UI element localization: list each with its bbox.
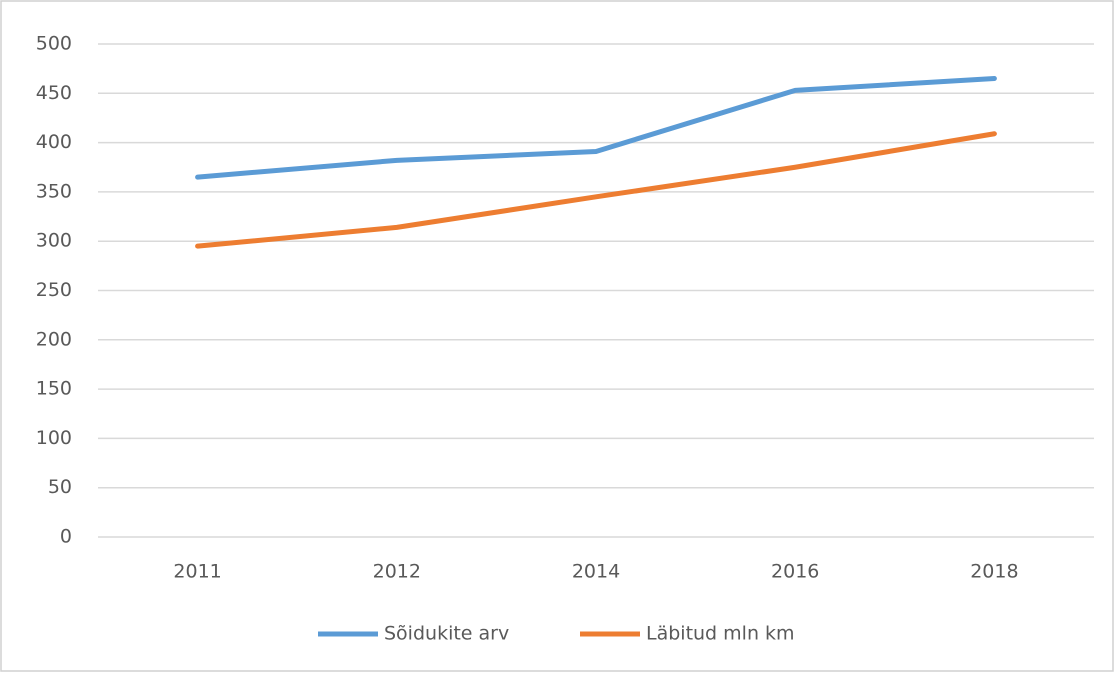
y-tick-label: 200 — [36, 328, 72, 350]
y-tick-label: 0 — [60, 526, 72, 548]
line-series — [195, 76, 997, 180]
y-tick-label: 50 — [48, 476, 72, 498]
y-tick-label: 350 — [36, 180, 72, 202]
x-tick-label: 2012 — [373, 561, 421, 583]
y-tick-label: 300 — [36, 230, 72, 252]
legend-label: Läbitud mln km — [646, 623, 795, 645]
x-tick-label: 2014 — [572, 561, 620, 583]
x-tick-label: 2011 — [173, 561, 221, 583]
y-tick-label: 250 — [36, 279, 72, 301]
y-tick-label: 400 — [36, 131, 72, 153]
y-tick-label: 500 — [36, 33, 72, 55]
legend-label: Sõidukite arv — [384, 623, 509, 645]
x-tick-label: 2016 — [771, 561, 819, 583]
y-tick-label: 100 — [36, 427, 72, 449]
y-tick-label: 450 — [36, 82, 72, 104]
y-tick-label: 150 — [36, 378, 72, 400]
line-series — [195, 131, 997, 249]
x-tick-label: 2018 — [970, 561, 1018, 583]
